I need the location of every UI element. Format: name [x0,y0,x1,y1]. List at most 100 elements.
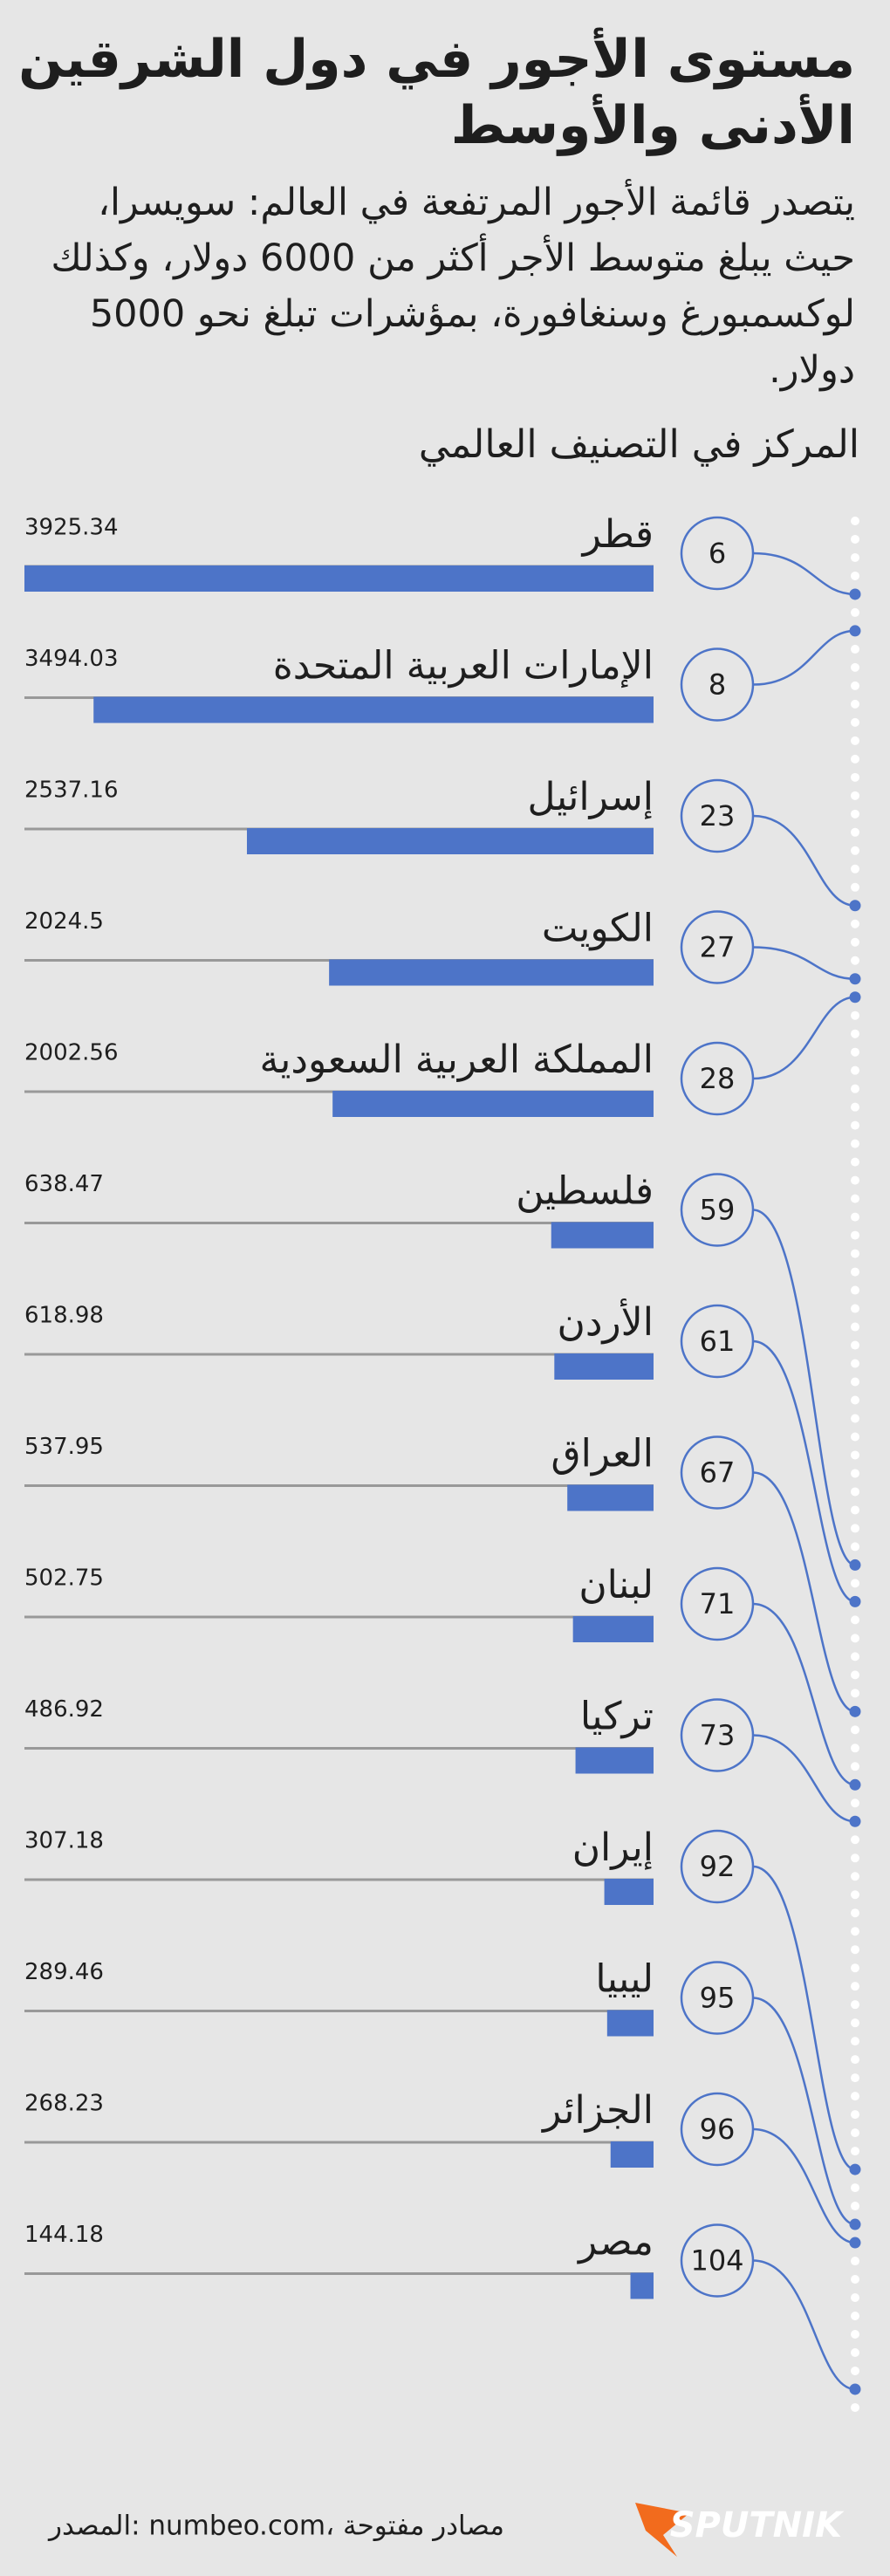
rank-dot [851,1744,859,1753]
rank-dot [851,2312,859,2320]
rank-dot [851,2329,859,2339]
rank-dot [851,1762,859,1771]
rank-circle [680,2223,755,2298]
logo-icon [635,2503,689,2557]
category-label: إيران [572,1826,654,1870]
rank-circle [680,1435,755,1510]
connector [752,2127,856,2244]
rank-marker [849,625,861,637]
rank-marker [849,1595,861,1607]
rank-dot [851,1927,859,1936]
rank-label: 92 [700,1850,736,1883]
rank-dot [851,1047,859,1057]
rank-dot [851,809,859,819]
value-label: 289.46 [24,1959,104,1985]
rank-dot [851,2000,859,2010]
rank-dot [851,2183,859,2193]
rank-circle [680,1698,755,1772]
category-label: الكويت [542,907,654,951]
bar [554,1353,654,1380]
rank-label: 73 [700,1719,736,1752]
rank-dot [851,1689,859,1698]
rank-dot [851,681,859,690]
rank-dot [851,662,859,672]
rank-dot [851,2402,859,2412]
rank-circle [680,1961,755,2035]
rank-marker [849,1705,861,1717]
rank-dot [851,1414,859,1423]
rank-dot [851,1304,859,1313]
rank-dot [851,2018,859,2028]
rank-dot [851,1102,859,1112]
value-label: 537.95 [24,1434,104,1460]
rank-dot [851,864,859,874]
bar [329,959,654,986]
category-label: مصر [577,2220,654,2264]
rank-label: 71 [700,1587,736,1620]
category-label: قطر [581,512,654,557]
logo: SPUTNIK [670,2505,845,2545]
rank-dot [851,2073,859,2083]
bar [567,1484,654,1511]
bar [630,2272,654,2299]
category-label: تركيا [580,1695,654,1739]
connector [752,2259,856,2391]
rank-label: 28 [700,1062,736,1095]
rank-dot [851,1432,859,1442]
rank-dot [851,1267,859,1277]
rank-dot [851,717,859,727]
connector [752,1471,856,1713]
bar [246,828,654,854]
value-label: 2024.5 [24,908,104,935]
rank-marker [849,2237,861,2249]
rank-dot [851,1377,859,1387]
chart-subtitle: يتصدر قائمة الأجور المرتفعة في العالم: س… [51,181,855,392]
value-label: 2002.56 [24,1040,119,1066]
connector [752,1602,856,1786]
rank-dot [851,644,859,654]
connector [752,1209,856,1566]
rank-circle [680,778,755,853]
rank-dot [851,1011,859,1020]
connector [752,1865,856,2171]
rank-dot [851,2128,859,2138]
rank-title: المركز في التصنيف العالمي [419,422,859,467]
rank-label: 96 [700,2113,736,2146]
rank-marker [849,991,861,1004]
rank-circle [680,647,755,722]
rank-dot [851,1542,859,1552]
rank-circle [680,1304,755,1379]
value-label: 618.98 [24,1303,104,1329]
category-label: إسرائيل [528,775,654,819]
rank-dot [851,1322,859,1332]
value-label: 502.75 [24,1565,104,1592]
rank-dot [851,791,859,800]
rank-dot [851,2055,859,2065]
rank-marker [849,2218,861,2230]
rank-dot [851,846,859,855]
rank-marker [849,973,861,985]
rank-dot [851,1175,859,1185]
rank-dot [851,1139,859,1148]
bar [24,565,654,592]
category-label: الأردن [558,1298,654,1345]
rank-dot [851,1212,859,1222]
rank-dot [851,607,859,617]
rank-dot [851,1835,859,1845]
rank-dot [851,1249,859,1258]
rank-marker [849,1815,861,1827]
rank-dot [851,1634,859,1643]
rank-dot [851,552,859,562]
bar [606,2010,654,2037]
bar [332,1091,654,1117]
rank-dot [851,2092,859,2101]
connector [752,552,856,596]
rank-dot [851,1157,859,1167]
rank-dot [851,1340,859,1350]
rank-marker [849,2383,861,2395]
rank-dot [851,1652,859,1661]
bar [610,2141,654,2168]
rank-marker [849,1778,861,1791]
rank-dot [851,919,859,928]
rank-dot [851,1725,859,1735]
